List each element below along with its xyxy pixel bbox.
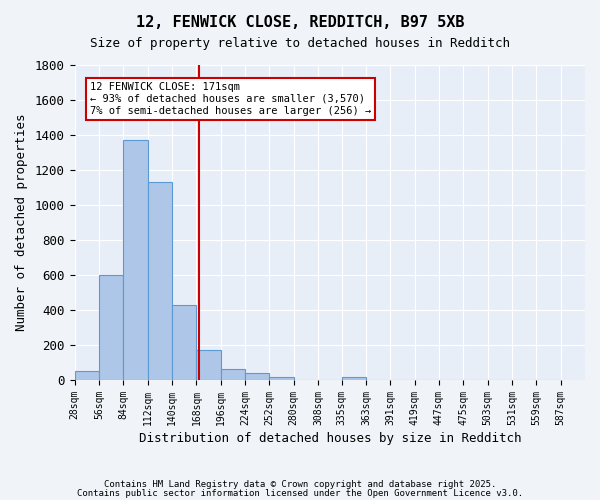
Bar (148, 182, 172, 380)
Text: Contains HM Land Registry data © Crown copyright and database right 2025.: Contains HM Land Registry data © Crown c… (104, 480, 496, 489)
Text: 12, FENWICK CLOSE, REDDITCH, B97 5XB: 12, FENWICK CLOSE, REDDITCH, B97 5XB (136, 15, 464, 30)
Bar (269, 378, 294, 380)
Text: Contains public sector information licensed under the Open Government Licence v3: Contains public sector information licen… (77, 488, 523, 498)
X-axis label: Distribution of detached houses by size in Redditch: Distribution of detached houses by size … (139, 432, 521, 445)
Y-axis label: Number of detached properties: Number of detached properties (15, 114, 28, 332)
Bar (124, 140, 148, 380)
Text: Size of property relative to detached houses in Redditch: Size of property relative to detached ho… (90, 38, 510, 51)
Text: 12 FENWICK CLOSE: 171sqm
← 93% of detached houses are smaller (3,570)
7% of semi: 12 FENWICK CLOSE: 171sqm ← 93% of detach… (90, 82, 371, 116)
Bar (196, 350, 221, 380)
Bar (341, 378, 366, 380)
Bar (172, 305, 196, 380)
Bar (74, 372, 99, 380)
Bar (99, 275, 124, 380)
Bar (245, 373, 269, 380)
Bar (221, 368, 245, 380)
